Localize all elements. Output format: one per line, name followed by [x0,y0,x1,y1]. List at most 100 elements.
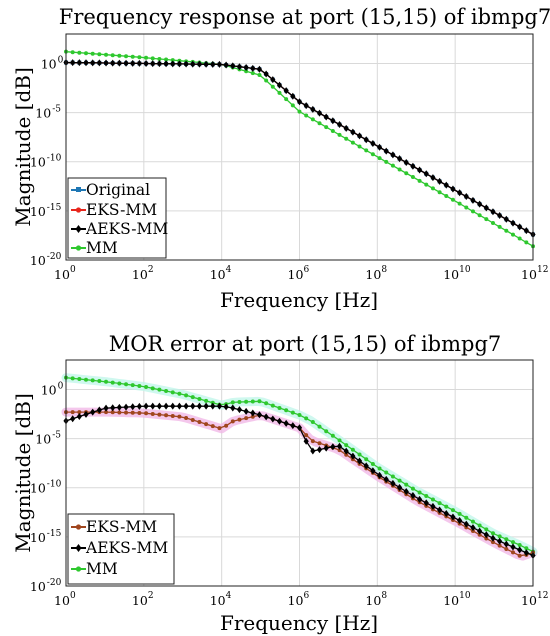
data-point-aeks-mm [450,185,456,193]
data-point-eks-mm [344,452,349,457]
y-tick-label: 10 [41,382,57,397]
data-point-mm [104,379,109,384]
data-point-eks-mm [504,546,509,551]
data-point-aeks-mm [96,406,102,414]
data-point-aeks-mm [70,59,76,67]
plot-frame [65,33,534,261]
data-point-mm [130,54,135,59]
y-axis-label: Magnitude [dB] [11,393,35,553]
data-point-mm [97,379,102,384]
x-tick-label: 10 [288,593,304,608]
data-point-aeks-mm [243,407,249,415]
data-point-mm [77,377,82,382]
x-tick-label: 10 [210,593,226,608]
data-point-aeks-mm [210,402,216,410]
data-point-aeks-mm [403,488,409,496]
data-point-mm [130,383,135,388]
data-point-aeks-mm [323,113,329,121]
data-point-aeks-mm [76,413,82,421]
data-point-mm [370,152,375,157]
data-point-aeks-mm [143,60,149,68]
data-point-aeks-mm [457,189,463,197]
data-point-mm [484,217,489,222]
data-point-eks-mm [197,420,202,425]
x-tick-label: 10 [288,267,304,282]
legend-label: EKS-MM [86,518,157,536]
data-point-aeks-mm [290,422,296,430]
data-point-mm [84,377,89,382]
data-point-mm [257,72,262,77]
data-point-eks-mm [184,416,189,421]
legend-entry-mm: MM [71,239,118,257]
data-point-aeks-mm [230,404,236,412]
data-point-mm [150,56,155,61]
legend-label: AEKS-MM [85,539,168,557]
data-point-aeks-mm [523,549,529,557]
data-point-mm [444,193,449,198]
data-point-mm [484,527,489,532]
data-point-aeks-mm [250,64,256,72]
data-point-eks-mm [144,411,149,416]
data-point-aeks-mm [363,136,369,144]
data-point-eks-mm [204,422,209,427]
data-point-mm [364,148,369,153]
y-tick-label: 10 [30,481,46,496]
y-tick-label: 10 [30,155,46,170]
data-point-aeks-mm [437,506,443,514]
legend: Original EKS-MM AEKS-MM MM [67,177,168,259]
data-point-aeks-mm [383,475,389,483]
data-point-mm [397,478,402,483]
data-point-mm [524,546,529,551]
data-point-aeks-mm [310,105,316,113]
data-point-mm [430,497,435,502]
data-point-aeks-mm [256,65,263,73]
legend-label: EKS-MM [86,201,157,219]
legend-entry-aeks-mm: AEKS-MM [71,220,168,238]
data-point-aeks-mm [183,402,189,410]
data-point-aeks-mm [490,208,496,216]
data-point-eks-mm [237,417,242,422]
data-point-aeks-mm [470,524,476,532]
y-tick-label: 10 [41,56,57,71]
data-point-mm [284,408,289,413]
data-point-mm [290,410,295,415]
data-point-aeks-mm [283,87,289,95]
data-point-aeks-mm [90,408,96,416]
data-point-aeks-mm [163,60,169,68]
data-point-mm [490,531,495,536]
data-point-mm [470,209,475,214]
data-point-mm [284,97,289,102]
data-point-aeks-mm [290,92,296,100]
data-point-mm [390,474,395,479]
data-point-mm [410,486,415,491]
data-point-mm [150,386,155,391]
x-tick-exponent: 2 [148,591,154,601]
data-point-mm [264,78,269,83]
data-point-aeks-mm [423,499,429,507]
data-point-mm [277,90,282,95]
data-point-mm [424,493,429,498]
data-point-mm [477,523,482,528]
y-tick-label: 10 [30,204,46,219]
data-point-aeks-mm [170,402,176,410]
x-tick-label: 10 [132,267,148,282]
data-point-aeks-mm [363,462,369,470]
data-point-eks-mm [157,412,162,417]
data-point-aeks-mm [376,143,383,151]
data-point-aeks-mm [123,403,129,411]
data-point-eks-mm [244,416,249,421]
data-point-mm [324,429,329,434]
legend-label: AEKS-MM [85,220,168,238]
data-point-mm [330,433,335,438]
y-tick-label: 10 [30,253,46,268]
data-point-aeks-mm [110,59,116,67]
x-tick-label: 10 [132,593,148,608]
y-tick-exponent: -5 [52,431,61,441]
x-tick-labels: 10 0 10 2 10 4 10 6 10 8 10 10 10 12 [54,591,548,608]
data-point-eks-mm [150,411,155,416]
data-point-aeks-mm [350,452,356,460]
data-point-aeks-mm [76,59,82,67]
x-tick-exponent: 12 [537,265,548,275]
legend-marker [75,566,82,572]
data-point-eks-mm [177,414,182,419]
